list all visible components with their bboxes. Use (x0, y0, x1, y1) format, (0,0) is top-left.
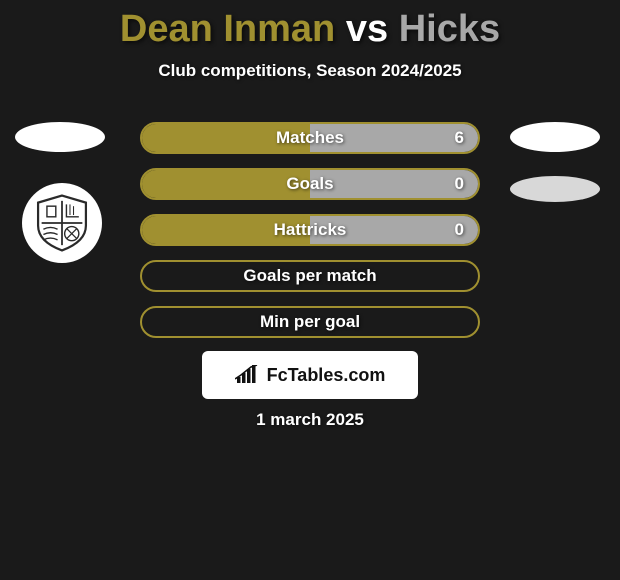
player2-name: Hicks (399, 8, 500, 50)
bar-chart-icon (235, 365, 261, 385)
stat-row: Hattricks 0 (140, 214, 480, 246)
shield-icon (31, 192, 93, 254)
player1-avatar (15, 122, 105, 152)
stats-list: Matches 6 Goals 0 Hattricks 0 Goals per match M… (140, 122, 480, 352)
stat-label: Goals per match (243, 266, 376, 286)
source-badge[interactable]: FcTables.com (202, 351, 418, 399)
stat-fill-right (310, 170, 478, 198)
stat-row: Goals per match (140, 260, 480, 292)
stat-row: Goals 0 (140, 168, 480, 200)
stat-row: Matches 6 (140, 122, 480, 154)
stat-label: Goals (286, 174, 333, 194)
stat-fill-left (142, 170, 310, 198)
player2-club-badge (510, 176, 600, 202)
stat-value-right: 6 (455, 128, 464, 148)
stat-label: Min per goal (260, 312, 360, 332)
stat-value-right: 0 (455, 174, 464, 194)
stat-label: Matches (276, 128, 344, 148)
player2-avatar (510, 122, 600, 152)
vs-text: vs (346, 8, 388, 50)
comparison-title: Dean Inman vs Hicks (0, 0, 620, 51)
stat-label: Hattricks (274, 220, 347, 240)
player1-club-badge (22, 183, 102, 263)
source-badge-text: FcTables.com (267, 365, 386, 386)
date-label: 1 march 2025 (0, 410, 620, 430)
player1-name: Dean Inman (120, 8, 335, 50)
stat-value-right: 0 (455, 220, 464, 240)
stat-row: Min per goal (140, 306, 480, 338)
subtitle: Club competitions, Season 2024/2025 (0, 61, 620, 81)
